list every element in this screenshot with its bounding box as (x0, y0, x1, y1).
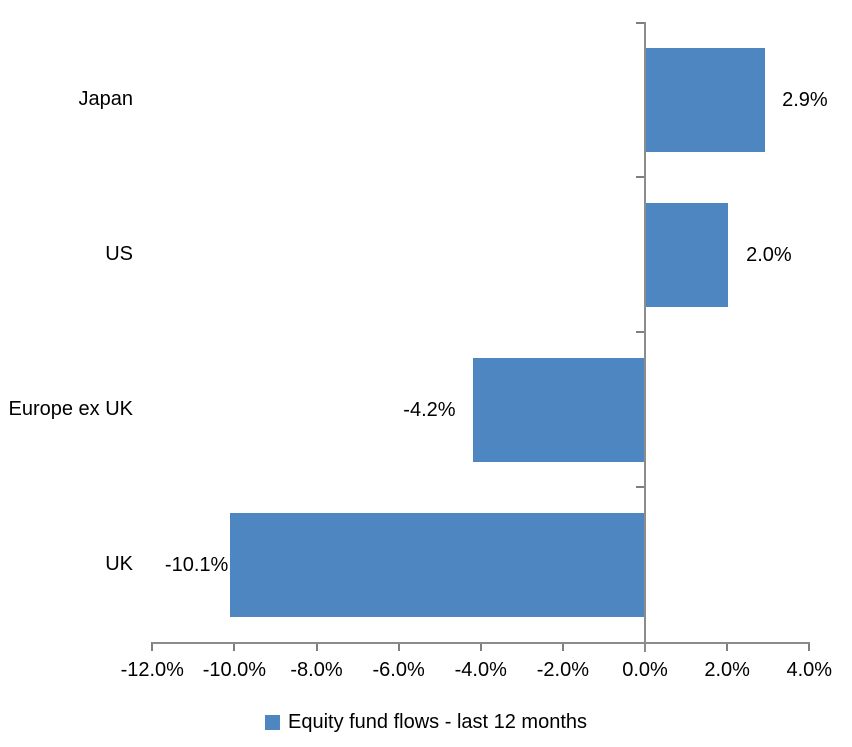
category-label-uk: UK (105, 553, 133, 575)
legend-swatch (264, 715, 280, 730)
x-axis-tick (315, 642, 318, 651)
category-label-us: US (105, 243, 133, 265)
x-axis-tick (808, 642, 811, 651)
bar-us (646, 203, 729, 307)
y-axis-tick (636, 331, 645, 333)
bar-uk (230, 513, 645, 617)
data-label-japan: 2.9% (782, 88, 828, 111)
y-axis-tick (636, 486, 645, 488)
x-axis-tick (151, 642, 154, 651)
y-axis-tick (636, 176, 645, 178)
x-axis-tick-label: -12.0% (120, 659, 184, 681)
x-axis-tick (397, 642, 400, 651)
y-axis-line (644, 22, 646, 652)
category-label-japan: Japan (78, 88, 134, 110)
y-axis-tick (636, 22, 645, 24)
legend-label: Equity fund flows - last 12 months (287, 711, 588, 733)
x-axis-tick-label: -2.0% (536, 659, 589, 681)
data-label-uk: -10.1% (164, 553, 229, 576)
x-axis-tick-label: 0.0% (622, 659, 668, 681)
x-axis-tick-label: -4.0% (454, 659, 507, 681)
x-axis-tick-label: 2.0% (704, 659, 750, 681)
data-label-us: 2.0% (746, 243, 792, 266)
category-label-europe-ex-uk: Europe ex UK (8, 398, 133, 420)
legend: Equity fund flows - last 12 months (264, 711, 588, 734)
bar-japan (646, 48, 766, 152)
x-axis-tick-label: 4.0% (786, 659, 833, 681)
x-axis-tick-label: -6.0% (372, 659, 425, 681)
x-axis-tick (233, 642, 236, 651)
bar-europe-ex-uk (472, 358, 645, 462)
x-axis-tick-label: -10.0% (202, 659, 267, 681)
x-axis-tick (561, 642, 564, 651)
x-axis-line (152, 642, 810, 644)
x-axis-tick (479, 642, 482, 651)
x-axis-tick-label: -8.0% (290, 659, 343, 681)
data-label-europe-ex-uk: -4.2% (403, 398, 456, 421)
x-axis-tick (726, 642, 729, 651)
